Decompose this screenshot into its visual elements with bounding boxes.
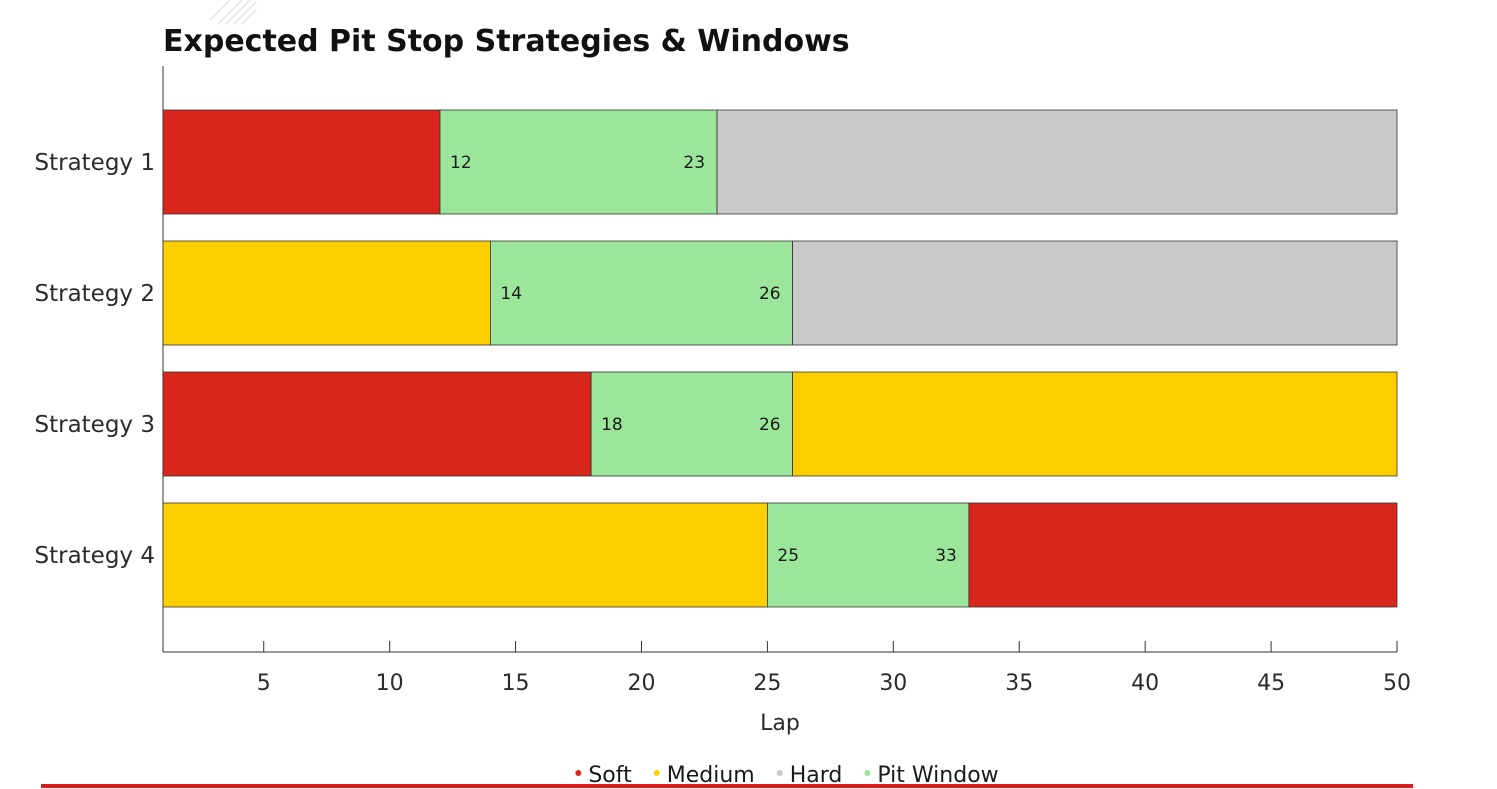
legend-swatch xyxy=(575,770,582,776)
x-ticks: 5 10 15 20 25 30 35 40 45 50 xyxy=(257,641,1411,696)
bar-strategy-3-soft xyxy=(162,371,592,477)
bar-strategy-1-pit-window xyxy=(439,109,718,215)
x-tick-label-35: 35 xyxy=(1005,671,1033,696)
x-tick-label-25: 25 xyxy=(753,671,781,696)
legend: Soft Medium Hard Pit Window xyxy=(575,763,999,788)
bars xyxy=(162,109,1398,608)
x-tick-label-40: 40 xyxy=(1131,671,1159,696)
x-tick-label-30: 30 xyxy=(879,671,907,696)
bar-strategy-2-pit-window xyxy=(489,240,793,346)
bar-strategy-1-soft xyxy=(162,109,441,215)
x-tick-label-10: 10 xyxy=(376,671,404,696)
window-open-label-strategy-4: 25 xyxy=(777,546,799,566)
category-label-strategy-2: Strategy 2 xyxy=(35,281,156,307)
window-labels: 12 23 14 26 18 26 25 33 xyxy=(450,153,957,566)
bar-strategy-3-medium xyxy=(792,371,1398,477)
bar-strategy-4-soft xyxy=(968,502,1398,608)
bar-strategy-2-medium xyxy=(162,240,491,346)
legend-item-medium: Medium xyxy=(653,763,755,788)
decorative-hatch xyxy=(209,0,257,25)
legend-item-pit-window: Pit Window xyxy=(864,763,999,788)
category-label-strategy-4: Strategy 4 xyxy=(35,543,156,569)
bar-strategy-3-pit-window xyxy=(590,371,793,477)
accent-rule xyxy=(41,784,1413,788)
bar-strategy-4-medium xyxy=(162,502,768,608)
x-tick-label-20: 20 xyxy=(627,671,655,696)
x-tick-label-15: 15 xyxy=(502,671,530,696)
category-label-strategy-1: Strategy 1 xyxy=(35,150,156,176)
legend-label: Soft xyxy=(588,763,632,788)
x-tick-label-45: 45 xyxy=(1257,671,1285,696)
bar-strategy-1-hard xyxy=(716,109,1398,215)
window-close-label-strategy-4: 33 xyxy=(935,546,957,566)
legend-label: Pit Window xyxy=(877,763,998,788)
legend-swatch xyxy=(776,770,783,776)
legend-item-soft: Soft xyxy=(575,763,632,788)
category-label-strategy-3: Strategy 3 xyxy=(35,412,156,438)
bar-strategy-4-pit-window xyxy=(767,502,970,608)
bar-strategy-2-hard xyxy=(792,240,1398,346)
legend-label: Medium xyxy=(667,763,755,788)
window-close-label-strategy-3: 26 xyxy=(759,415,781,435)
x-tick-label-5: 5 xyxy=(257,671,271,696)
window-open-label-strategy-1: 12 xyxy=(450,153,472,173)
legend-label: Hard xyxy=(790,763,843,788)
legend-swatch xyxy=(653,770,660,776)
category-labels: Strategy 1 Strategy 2 Strategy 3 Strategy 4 xyxy=(35,150,156,569)
window-close-label-strategy-1: 23 xyxy=(683,153,705,173)
x-tick-label-50: 50 xyxy=(1383,671,1411,696)
x-axis-label: Lap xyxy=(760,711,800,736)
window-close-label-strategy-2: 26 xyxy=(759,284,781,304)
legend-swatch xyxy=(864,770,871,776)
window-open-label-strategy-3: 18 xyxy=(601,415,623,435)
legend-item-hard: Hard xyxy=(776,763,843,788)
window-open-label-strategy-2: 14 xyxy=(500,284,522,304)
chart-title: Expected Pit Stop Strategies & Windows xyxy=(163,24,850,59)
